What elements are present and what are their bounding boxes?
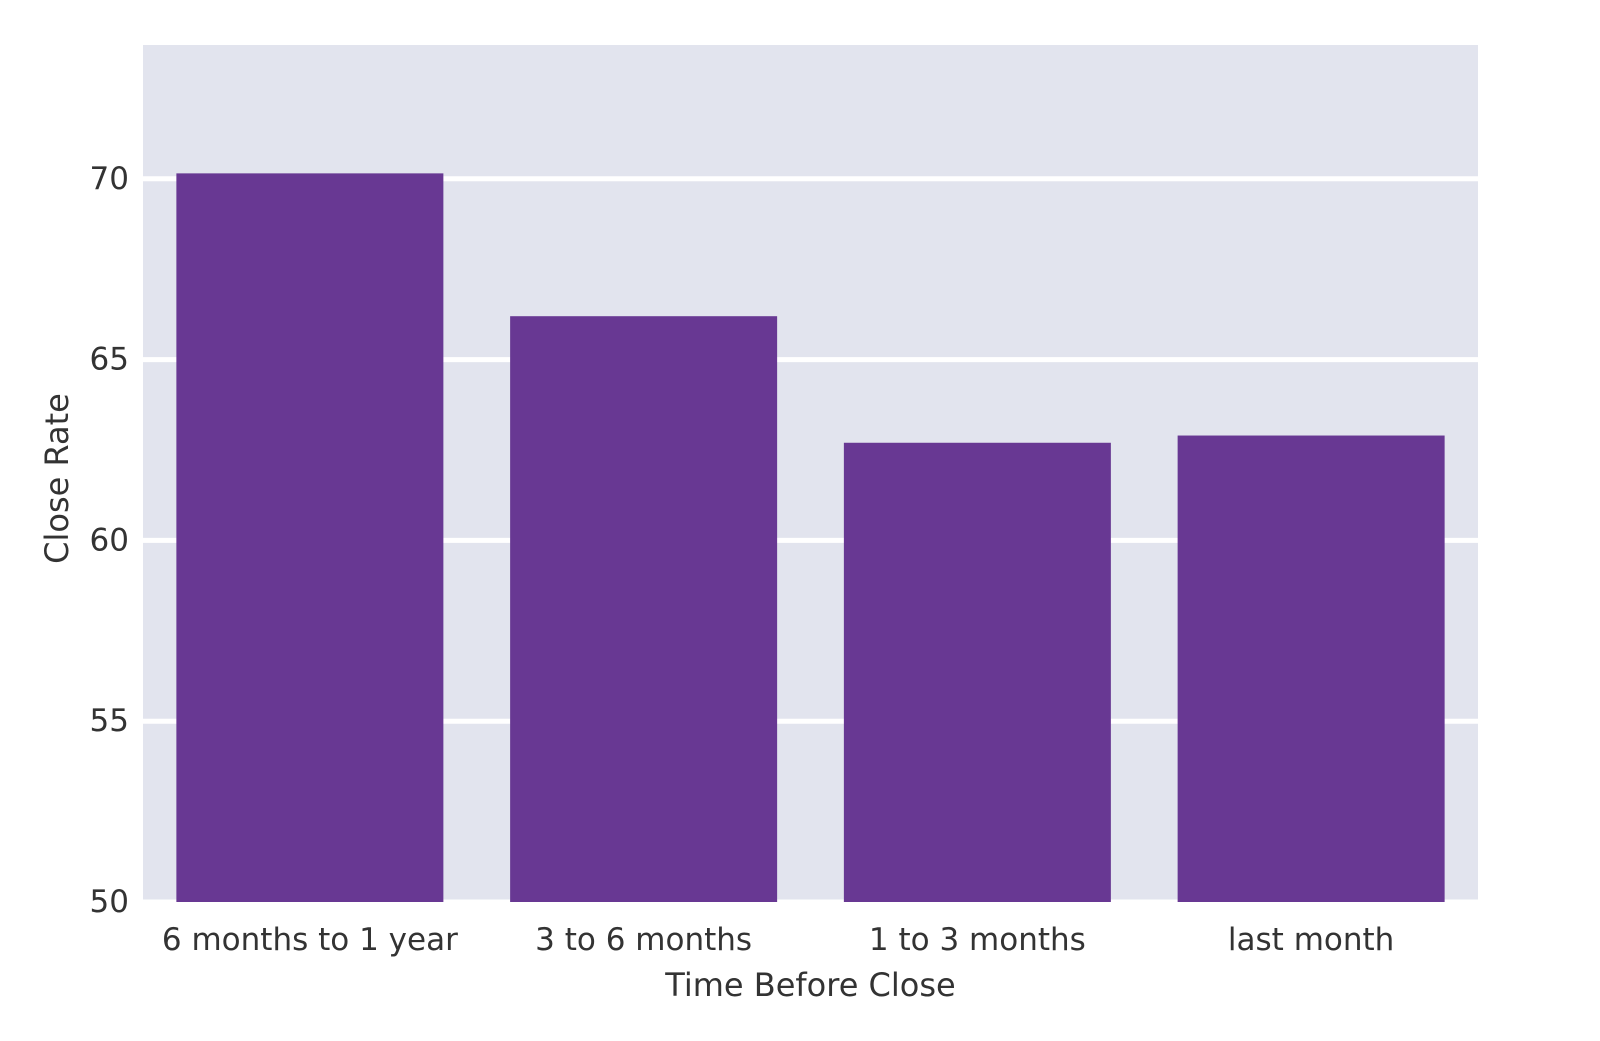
y-tick-label-65: 65 <box>90 342 129 378</box>
x-tick-label-2: 3 to 6 months <box>535 922 752 958</box>
x-tick-label-3: 1 to 3 months <box>869 922 1086 958</box>
bars <box>176 173 1445 903</box>
x-axis-label: Time Before Close <box>664 966 955 1004</box>
bar-4 <box>1177 435 1445 902</box>
y-tick-labels: 50 55 60 65 70 <box>90 161 129 920</box>
x-tick-labels: 6 months to 1 year 3 to 6 months 1 to 3 mo… <box>162 922 1394 958</box>
y-tick-label-50: 50 <box>90 884 129 920</box>
bar-2 <box>510 316 778 903</box>
x-tick-label-4: last month <box>1228 922 1394 958</box>
y-axis-label: Close Rate <box>38 393 76 564</box>
bar-3 <box>843 442 1111 902</box>
bar-1 <box>176 173 444 902</box>
x-tick-label-1: 6 months to 1 year <box>162 922 458 958</box>
y-tick-label-55: 55 <box>90 703 129 739</box>
y-tick-label-60: 60 <box>90 522 129 558</box>
y-tick-label-70: 70 <box>90 161 129 197</box>
